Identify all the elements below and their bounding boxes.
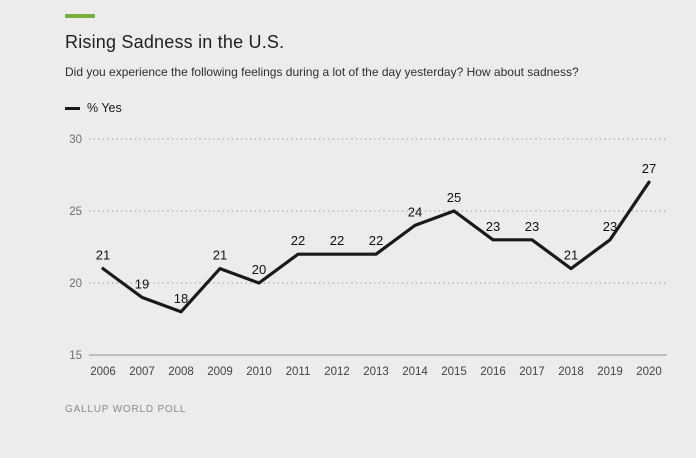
line-chart-svg: 15 20 25 30 2006 2007 2008 2009 2010 2011 2012 2013… [69, 134, 667, 378]
x-axis-label: 2014 [402, 366, 428, 378]
x-axis-label: 2011 [286, 366, 311, 378]
data-label: 23 [486, 219, 500, 234]
x-axis-label: 2015 [441, 366, 467, 378]
x-axis-label: 2017 [519, 366, 545, 378]
data-label: 27 [642, 161, 656, 176]
x-axis-label: 2018 [558, 366, 584, 378]
x-axis-label: 2008 [168, 366, 194, 378]
data-label: 22 [369, 233, 383, 248]
x-axis-label: 2007 [129, 366, 155, 378]
data-label: 18 [174, 291, 188, 306]
data-label: 23 [603, 219, 617, 234]
x-axis-label: 2016 [480, 366, 506, 378]
x-axis-label: 2020 [636, 366, 662, 378]
y-tick-label: 25 [69, 206, 82, 218]
x-axis-label: 2019 [597, 366, 623, 378]
y-tick-label: 30 [69, 134, 82, 146]
chart-subtitle: Did you experience the following feeling… [65, 65, 579, 79]
chart-title: Rising Sadness in the U.S. [65, 32, 285, 52]
legend-line-swatch [65, 106, 80, 110]
data-label: 22 [291, 233, 305, 248]
legend: % Yes [65, 101, 666, 115]
data-label: 25 [447, 190, 461, 205]
accent-bar [65, 14, 95, 18]
x-axis-label: 2012 [324, 366, 350, 378]
x-axis-label: 2010 [246, 366, 272, 378]
data-label: 21 [213, 248, 227, 263]
data-label: 24 [408, 204, 422, 219]
x-axis-label: 2013 [363, 366, 389, 378]
data-label: 23 [525, 219, 539, 234]
data-label: 19 [135, 276, 149, 291]
source-label: GALLUP WORLD POLL [65, 404, 187, 415]
x-axis-label: 2009 [207, 366, 233, 378]
data-label: 20 [252, 262, 266, 277]
x-axis-label: 2006 [90, 366, 116, 378]
data-label: 21 [96, 248, 110, 263]
trend-line [101, 180, 651, 314]
sadness-line-chart: 15 20 25 30 2006 2007 2008 2009 2010 2011 2012 2013… [65, 125, 667, 390]
data-label: 21 [564, 248, 578, 263]
y-tick-label: 20 [69, 278, 82, 290]
data-label: 22 [330, 233, 344, 248]
legend-label: % Yes [87, 101, 122, 115]
y-tick-label: 15 [69, 350, 82, 362]
